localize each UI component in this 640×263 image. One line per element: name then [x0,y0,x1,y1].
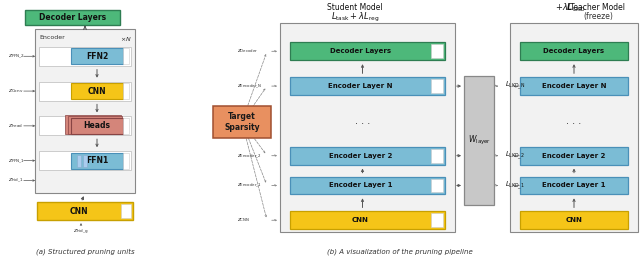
Text: $z_{\mathrm{Encoder\_N}}$: $z_{\mathrm{Encoder\_N}}$ [237,82,262,90]
Text: $\times N$: $\times N$ [120,36,132,43]
Bar [431,179,443,193]
Text: $z_{\mathrm{head}}$: $z_{\mathrm{head}}$ [8,122,23,130]
Text: $z_{\mathrm{FFN\_1}}$: $z_{\mathrm{FFN\_1}}$ [8,157,25,165]
Bar [39,82,131,100]
Bar [431,149,443,163]
Text: $+\lambda \boldsymbol{L}_{\mathrm{LKD}}$: $+\lambda \boldsymbol{L}_{\mathrm{LKD}}$ [555,1,586,14]
Text: $z_{\mathrm{CNN}}$: $z_{\mathrm{CNN}}$ [237,216,250,224]
Bar [520,77,628,95]
Text: Encoder Layer N: Encoder Layer N [328,83,393,89]
Bar [123,118,129,134]
Text: $L_{\mathrm{LKD\_1}}$: $L_{\mathrm{LKD\_1}}$ [505,179,525,191]
Bar [71,48,123,64]
Text: (a) Structured pruning units: (a) Structured pruning units [36,249,134,255]
Bar [123,48,129,64]
Text: (freeze): (freeze) [583,12,613,21]
Bar [71,153,123,169]
Text: CNN: CNN [70,207,88,216]
Bar [290,211,445,229]
Bar [510,23,638,232]
Bar [83,155,87,166]
Bar [71,83,123,99]
Bar [290,176,445,194]
Text: (b) A visualization of the pruning pipeline: (b) A visualization of the pruning pipel… [327,249,473,255]
Bar [290,42,445,60]
Text: Decoder Layers: Decoder Layers [330,48,391,54]
Text: Encoder Layer 2: Encoder Layer 2 [542,153,605,159]
Text: $W_{\mathrm{layer}}$: $W_{\mathrm{layer}}$ [467,134,490,147]
Text: FFN1: FFN1 [86,156,108,165]
Text: Decoder Layers: Decoder Layers [39,13,106,22]
Text: Encoder Layer 1: Encoder Layer 1 [542,183,605,189]
Text: Decoder Layers: Decoder Layers [543,48,605,54]
Text: $z_{\mathrm{Decoder}}$: $z_{\mathrm{Decoder}}$ [237,47,258,55]
Text: Encoder Layer 1: Encoder Layer 1 [329,183,392,189]
Bar [71,118,123,134]
Bar [39,117,131,135]
Text: Encoder Layer 2: Encoder Layer 2 [329,153,392,159]
Text: Encoder Layer N: Encoder Layer N [541,83,606,89]
Text: Encoder: Encoder [39,36,65,41]
Text: $z_{\mathrm{hid\_g}}$: $z_{\mathrm{hid\_g}}$ [73,228,89,236]
Bar [520,176,628,194]
Text: $z_{\mathrm{Conv}}$: $z_{\mathrm{Conv}}$ [8,87,24,95]
Text: . . .: . . . [355,116,370,126]
Bar [520,211,628,229]
Text: FFN2: FFN2 [86,52,108,61]
Bar [431,79,443,93]
Text: $z_{\mathrm{Encoder\_1}}$: $z_{\mathrm{Encoder\_1}}$ [237,182,262,189]
Text: CNN: CNN [566,217,582,223]
Bar [35,29,135,193]
Bar [123,83,129,99]
Text: $L_{\mathrm{LKD\_N}}$: $L_{\mathrm{LKD\_N}}$ [505,80,525,92]
Text: $L_{\mathrm{LKD\_2}}$: $L_{\mathrm{LKD\_2}}$ [505,150,525,162]
Bar [65,115,121,134]
Bar [121,204,131,218]
Bar [290,77,445,95]
Text: . . .: . . . [566,116,582,126]
Bar [123,153,129,169]
Text: Sparsity: Sparsity [224,123,260,132]
Text: $z_{\mathrm{FFN\_2}}$: $z_{\mathrm{FFN\_2}}$ [8,52,25,60]
Bar [68,117,122,134]
Bar [431,44,443,58]
Text: $z_{\mathrm{Encoder\_2}}$: $z_{\mathrm{Encoder\_2}}$ [237,152,262,160]
Bar [464,76,494,205]
Text: Target: Target [228,112,256,122]
Text: CNN: CNN [88,87,106,95]
Bar [37,202,133,220]
Bar [39,151,131,170]
Bar [520,147,628,165]
Bar [77,155,81,166]
Text: $z_{\mathrm{hid\_1}}$: $z_{\mathrm{hid\_1}}$ [8,177,24,184]
Bar [25,9,120,26]
Bar [280,23,455,232]
Text: Heads: Heads [83,121,111,130]
Text: CNN: CNN [352,217,369,223]
Bar [290,147,445,165]
Text: Teacher Model: Teacher Model [570,3,625,12]
Text: $L_{\mathrm{task}} + \lambda L_{\mathrm{reg}}$: $L_{\mathrm{task}} + \lambda L_{\mathrm{… [331,11,380,24]
Bar [431,213,443,227]
Bar [39,47,131,66]
Bar [520,42,628,60]
Text: Student Model: Student Model [327,3,383,12]
Bar [213,106,271,138]
